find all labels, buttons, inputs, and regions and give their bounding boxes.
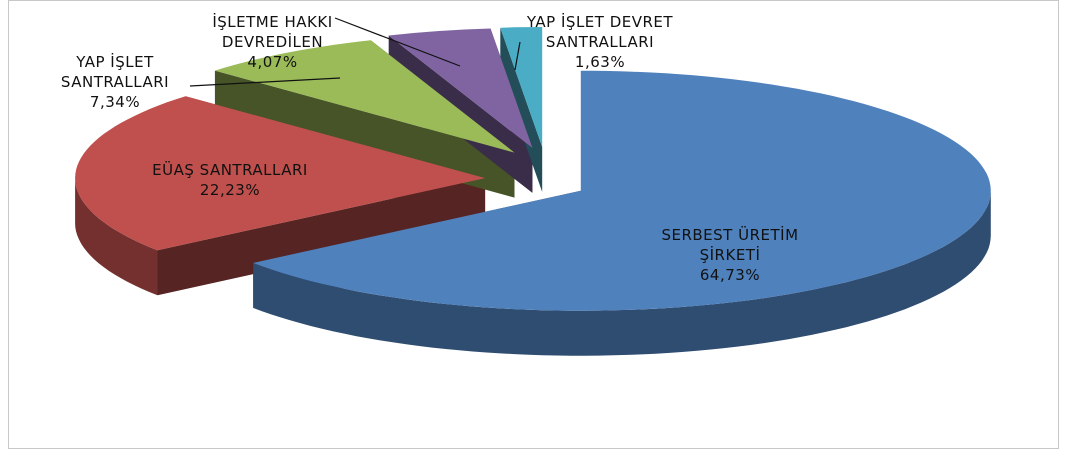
data-label: YAP İŞLET DEVRET SANTRALLARI 1,63% [485, 12, 715, 72]
leader-line [334, 17, 461, 67]
data-label-category: EÜAŞ SANTRALLARI [152, 161, 308, 179]
data-label-category: YAP İŞLET SANTRALLARI [60, 53, 170, 91]
slice-side [500, 27, 543, 193]
slice-side [157, 178, 486, 296]
leader-line [189, 77, 341, 87]
data-label-value: 64,73% [699, 266, 761, 284]
data-label-value: 4,07% [247, 53, 298, 71]
slice [214, 40, 515, 153]
data-label: SERBEST ÜRETİM ŞİRKETİ 64,73% [645, 225, 815, 285]
data-label-category: İŞLETME HAKKI DEVREDİLEN [212, 13, 333, 51]
data-label-category: YAP İŞLET DEVRET SANTRALLARI [526, 13, 674, 51]
slice-wall [253, 190, 991, 356]
data-label-value: 1,63% [574, 53, 626, 71]
slice [500, 27, 543, 147]
data-label-value: 22,23% [199, 181, 261, 199]
data-label-value: 7,34% [89, 93, 141, 111]
slice-wall [75, 178, 158, 296]
chart-border [8, 0, 1059, 449]
data-label: YAP İŞLET SANTRALLARI 7,34% [40, 52, 190, 112]
data-label: EÜAŞ SANTRALLARI 22,23% [150, 160, 310, 200]
slice [253, 70, 991, 311]
leader-line [514, 41, 521, 71]
data-label: İŞLETME HAKKI DEVREDİLEN 4,07% [180, 12, 365, 72]
slice [388, 28, 533, 148]
data-label-category: SERBEST ÜRETİM ŞİRKETİ [661, 226, 799, 264]
slice [75, 96, 486, 251]
